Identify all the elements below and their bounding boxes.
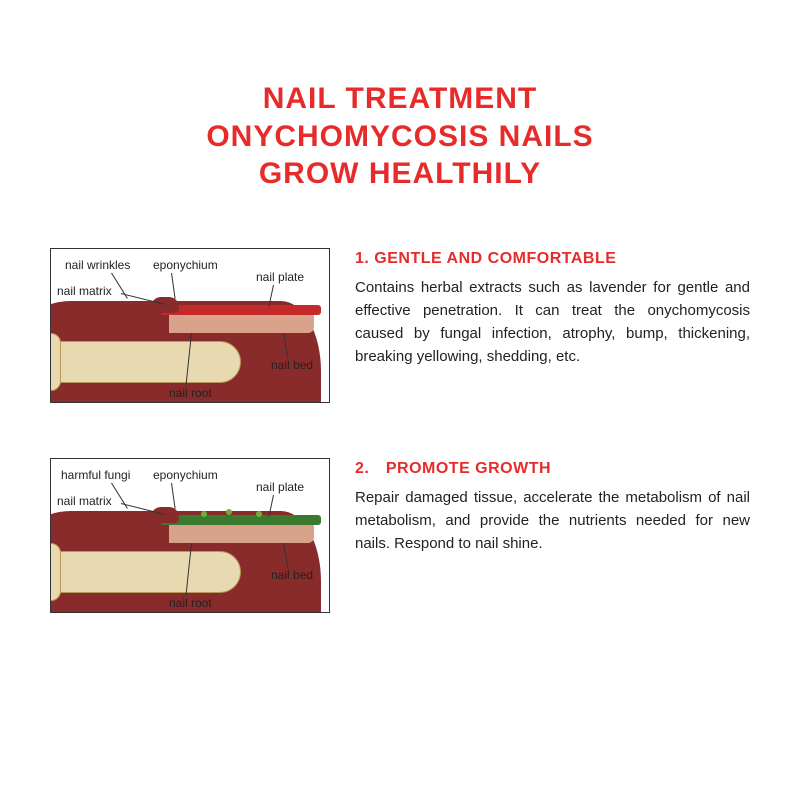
title-line-3: GROW HEALTHILY xyxy=(259,157,541,190)
page-title: NAIL TREATMENT ONYCHOMYCOSIS NAILS GROW … xyxy=(50,80,750,193)
section-2: harmful fungi eponychium nail plate nail… xyxy=(50,458,750,613)
section-2-body: Repair damaged tissue, accelerate the me… xyxy=(355,486,750,556)
label-top-left: nail wrinkles xyxy=(65,259,130,271)
diagram-bone xyxy=(50,341,241,383)
label-nailbed: nail bed xyxy=(271,359,313,371)
label-eponychium: eponychium xyxy=(153,469,218,481)
nail-diagram-2: harmful fungi eponychium nail plate nail… xyxy=(50,458,330,613)
section-2-text: 2. PROMOTE GROWTH Repair damaged tissue,… xyxy=(355,458,750,556)
label-nailroot: nail root xyxy=(169,597,212,609)
section-1-text: 1. GENTLE AND COMFORTABLE Contains herba… xyxy=(355,248,750,369)
label-nailmatrix: nail matrix xyxy=(57,285,112,297)
fungal-spot xyxy=(256,511,262,517)
diagram-eponychium xyxy=(151,507,179,523)
label-nailmatrix: nail matrix xyxy=(57,495,112,507)
section-2-heading: 2. PROMOTE GROWTH xyxy=(355,460,750,478)
diagram-bone-knuckle xyxy=(50,333,61,391)
label-nailbed: nail bed xyxy=(271,569,313,581)
lead-eponychium xyxy=(171,272,176,298)
title-line-2: ONYCHOMYCOSIS NAILS xyxy=(206,120,593,153)
diagram-eponychium xyxy=(151,297,179,313)
section-1-body: Contains herbal extracts such as lavende… xyxy=(355,276,750,369)
label-nailplate: nail plate xyxy=(256,481,304,493)
fungal-spot xyxy=(201,511,207,517)
diagram-nailplate xyxy=(161,515,321,525)
title-line-1: NAIL TREATMENT xyxy=(263,82,538,115)
diagram-nailplate xyxy=(161,305,321,315)
diagram-bone-knuckle xyxy=(50,543,61,601)
label-eponychium: eponychium xyxy=(153,259,218,271)
label-nailroot: nail root xyxy=(169,387,212,399)
label-nailplate: nail plate xyxy=(256,271,304,283)
lead-eponychium xyxy=(171,482,176,508)
fungal-spot xyxy=(226,509,232,515)
section-1: nail wrinkles eponychium nail plate nail… xyxy=(50,248,750,403)
label-top-left: harmful fungi xyxy=(61,469,130,481)
diagram-bone xyxy=(50,551,241,593)
section-1-heading: 1. GENTLE AND COMFORTABLE xyxy=(355,250,750,268)
nail-diagram-1: nail wrinkles eponychium nail plate nail… xyxy=(50,248,330,403)
